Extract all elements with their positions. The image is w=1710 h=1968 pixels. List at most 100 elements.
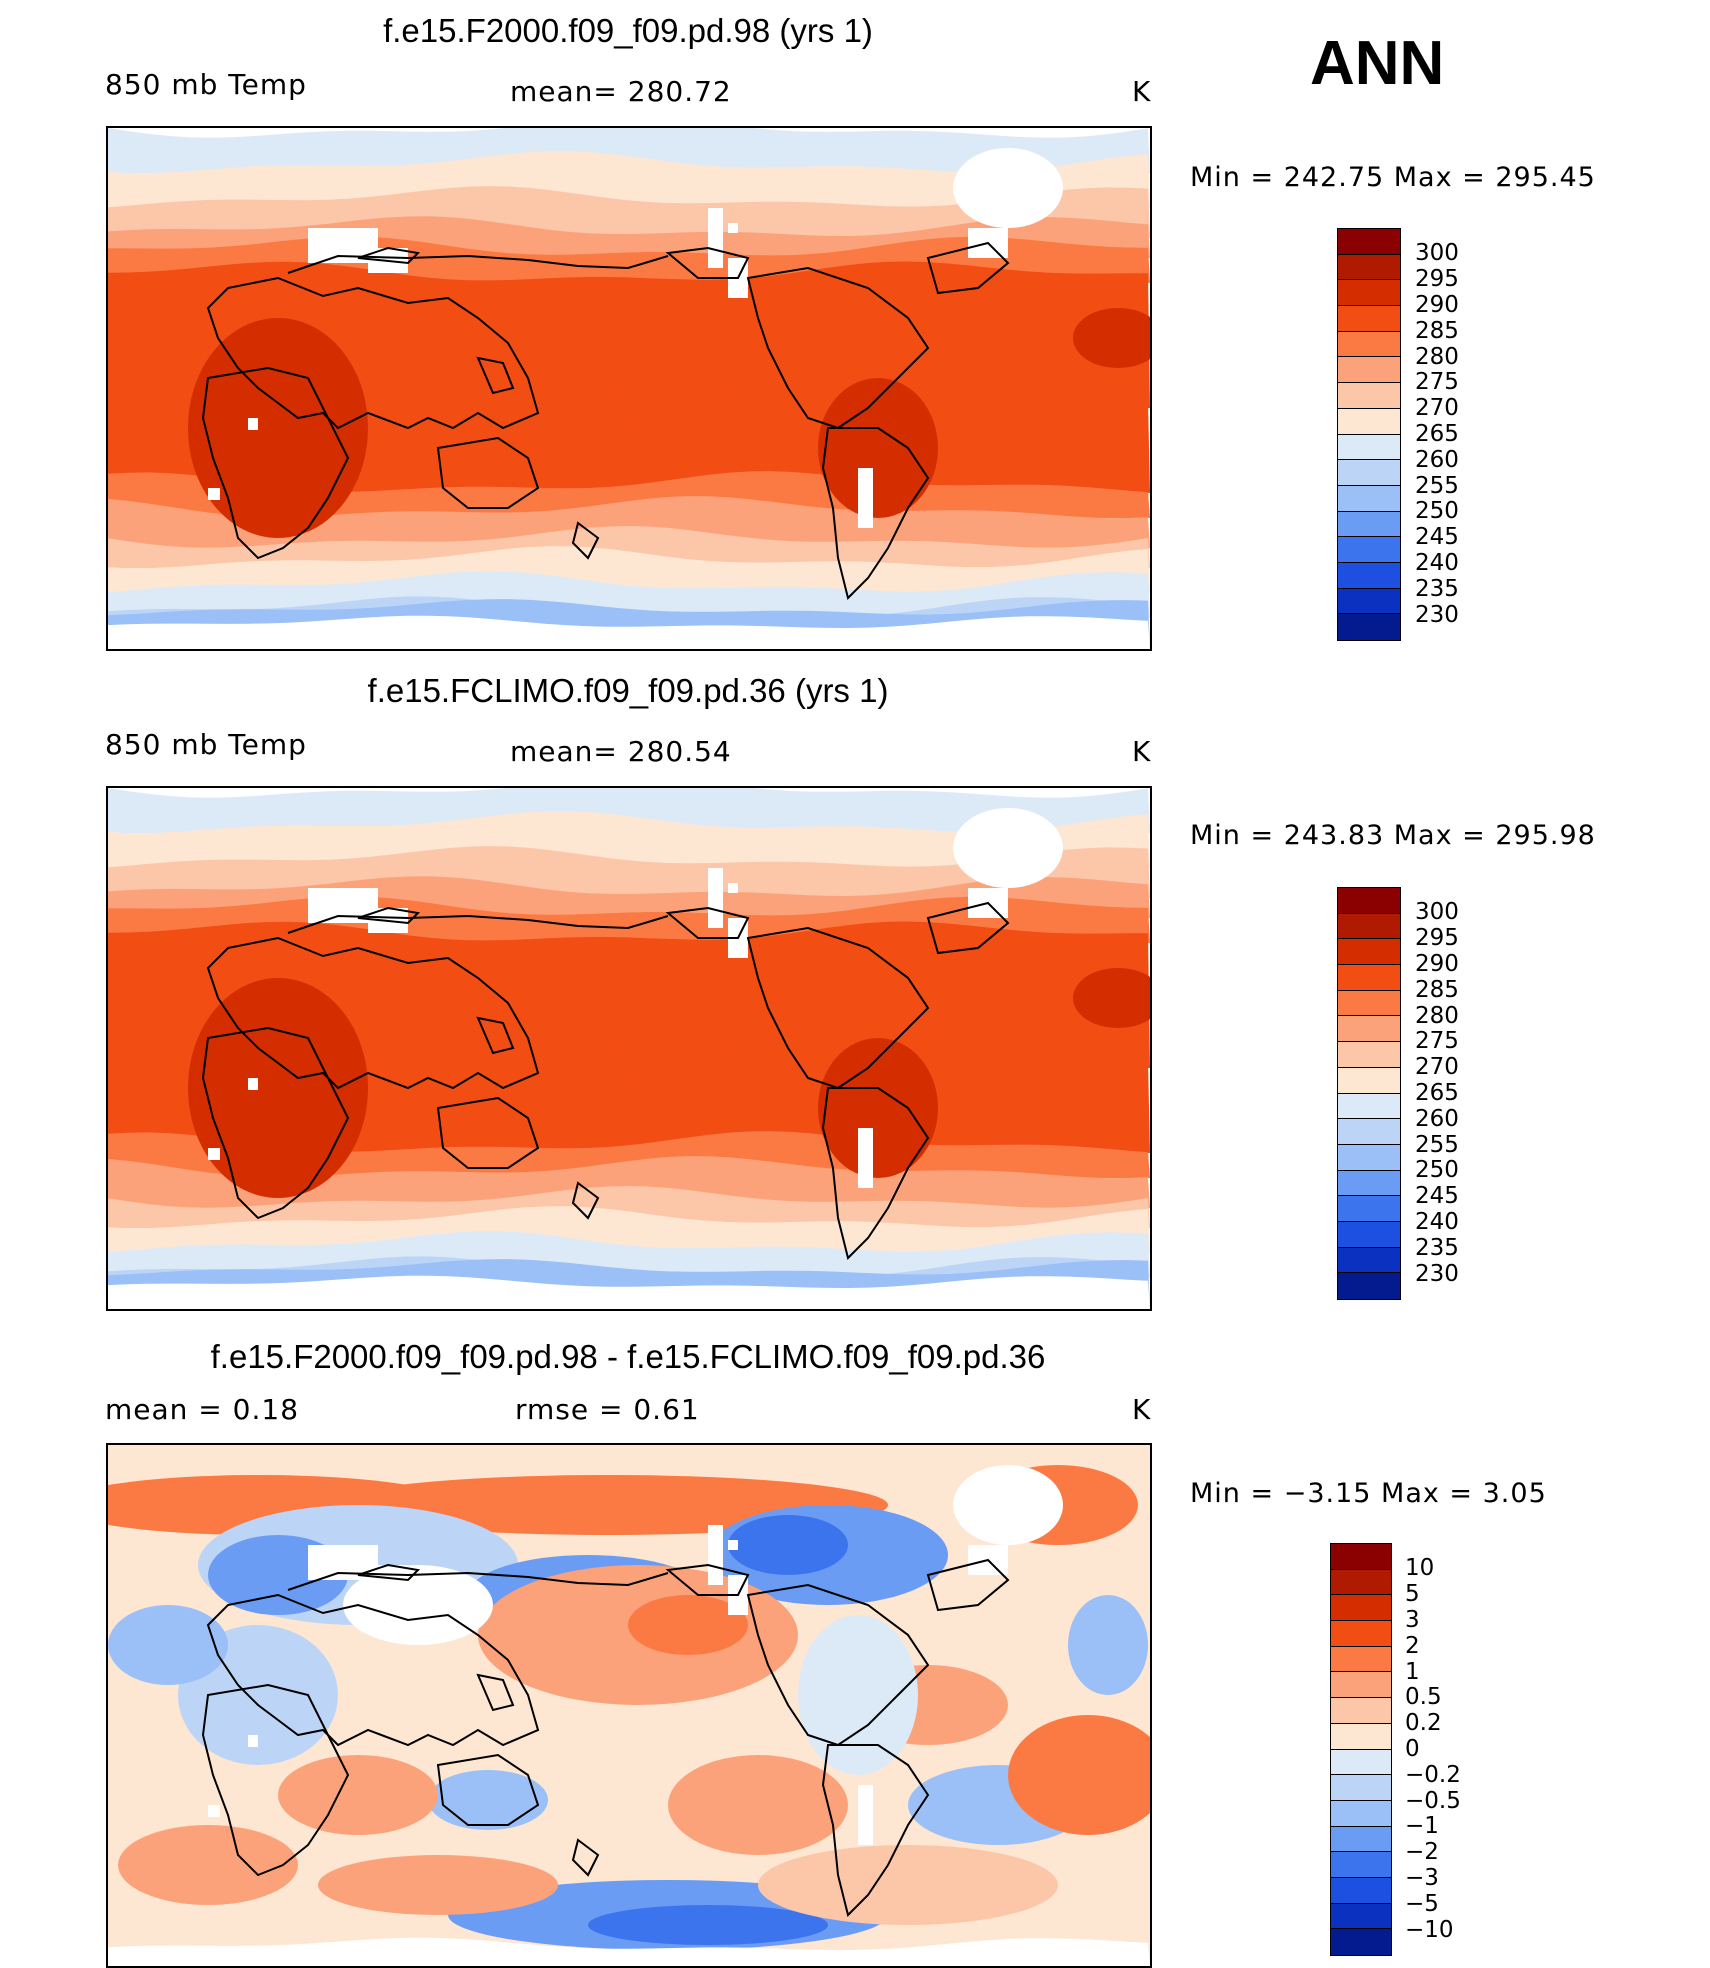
coastline <box>665 246 750 279</box>
coastline <box>436 1753 540 1826</box>
missing-data-region <box>858 1785 873 1845</box>
missing-data-region <box>208 1805 220 1817</box>
colorbar-tick-label: 0.2 <box>1405 1710 1442 1737</box>
difference-contour-blob <box>628 1595 748 1655</box>
colorbar-tick-label: 0.5 <box>1405 1684 1442 1711</box>
colorbar-tick-label: 270 <box>1415 395 1459 422</box>
colorbar-box <box>1338 990 1400 1017</box>
temperature-contour-band <box>108 811 1150 868</box>
colorbar-box <box>1338 939 1400 966</box>
coastline <box>357 906 421 925</box>
temperature-contour-band <box>108 151 1150 208</box>
colorbar-box <box>1338 383 1400 409</box>
colorbar-box <box>1338 1196 1400 1222</box>
temperature-contour-band <box>108 496 1150 548</box>
coastline <box>357 1563 421 1582</box>
colorbar-box <box>1338 1042 1400 1068</box>
missing-data-region <box>858 1128 873 1188</box>
coastline <box>571 1838 600 1877</box>
panel-3-map-canvas <box>108 1445 1150 1966</box>
warm-core <box>1073 308 1150 368</box>
difference-contour-blob <box>428 1770 548 1830</box>
colorbar-tick-label: 265 <box>1415 1080 1459 1106</box>
coastline <box>665 906 750 939</box>
panel-3-mean-label: mean = 0.18 <box>105 1393 300 1426</box>
colorbar-box <box>1338 460 1400 486</box>
colorbar-tick-label: 285 <box>1415 976 1459 1003</box>
colorbar-box <box>1338 1144 1400 1171</box>
panel-3-units-label: K <box>1132 1393 1152 1426</box>
coastline <box>746 1583 930 1747</box>
colorbar-box <box>1338 965 1400 991</box>
colorbar-box <box>1331 1929 1391 1955</box>
coastline <box>821 1087 930 1260</box>
colorbar-tick-label: 285 <box>1415 317 1459 344</box>
coastline <box>746 266 930 430</box>
colorbar-box <box>1331 1698 1391 1724</box>
coastline <box>201 1026 350 1220</box>
colorbar-box <box>1331 1775 1391 1801</box>
colorbar-tick-label: 10 <box>1405 1555 1435 1582</box>
colorbar-box <box>1331 1621 1391 1647</box>
warm-core <box>1073 968 1150 1028</box>
colorbar-box <box>1331 1826 1391 1853</box>
coastline <box>206 1593 540 1747</box>
colorbar-tick-label: 250 <box>1415 1157 1459 1184</box>
colorbar-box <box>1338 434 1400 461</box>
colorbar-box <box>1331 1723 1391 1750</box>
warm-core <box>188 318 368 538</box>
missing-data-region <box>728 883 738 893</box>
temperature-contour-band <box>108 1186 1150 1228</box>
coastlines <box>201 1558 1010 1917</box>
colorbar-box <box>1338 1119 1400 1145</box>
colorbar-tick-label: −3 <box>1405 1865 1439 1892</box>
map-field <box>108 1445 1150 1966</box>
coastline <box>206 276 540 430</box>
coastline <box>287 1571 669 1591</box>
missing-data-region <box>708 208 723 268</box>
missing-data-region <box>708 868 723 928</box>
colorbar-box <box>1338 913 1400 940</box>
colorbar-box <box>1338 1093 1400 1120</box>
panel-3-colorbar <box>1330 1543 1392 1956</box>
difference-contour-blob <box>668 1755 848 1855</box>
colorbar-box <box>1338 562 1400 589</box>
coastline <box>476 1673 515 1712</box>
panel-3-rmse-label: rmse = 0.61 <box>515 1393 700 1426</box>
colorbar-tick-label: 300 <box>1415 240 1459 267</box>
colorbar-box <box>1331 1672 1391 1699</box>
colorbar-tick-label: −10 <box>1405 1916 1454 1943</box>
colorbar-tick-label: 245 <box>1415 1183 1459 1210</box>
colorbar-box <box>1331 1646 1391 1673</box>
difference-contour-blob <box>278 1755 438 1835</box>
colorbar-tick-label: 275 <box>1415 369 1459 396</box>
warm-core <box>518 1043 818 1083</box>
missing-data-region <box>953 1465 1063 1545</box>
colorbar-box <box>1331 1569 1391 1596</box>
colorbar-tick-label: 290 <box>1415 291 1459 318</box>
missing-data-region <box>108 1275 1150 1309</box>
missing-data-region <box>108 1937 1150 1966</box>
missing-data-region <box>708 1525 723 1585</box>
panel-3-map <box>106 1443 1152 1968</box>
panel-1-minmax: Min = 242.75 Max = 295.45 <box>1190 162 1596 193</box>
colorbar-tick-label: 275 <box>1415 1028 1459 1055</box>
missing-data-region <box>248 1735 258 1747</box>
colorbar-box <box>1331 1852 1391 1878</box>
missing-data-region <box>248 1078 258 1090</box>
colorbar-tick-label: 280 <box>1415 1002 1459 1029</box>
temperature-contour-band <box>108 788 1150 833</box>
colorbar-box <box>1338 331 1400 358</box>
difference-contour-blob <box>108 1605 228 1685</box>
temperature-contour-band <box>108 1206 1150 1253</box>
missing-data-region <box>208 1148 220 1160</box>
map-field <box>108 128 1150 649</box>
colorbar-box <box>1338 357 1400 384</box>
panel-1-colorbar-ticks: 300 295 290 285 280 275 270 265 260 255 250 245 240 2… <box>1415 228 1495 641</box>
colorbar-box <box>1338 229 1400 255</box>
colorbar-box <box>1338 1067 1400 1094</box>
coastline <box>665 1563 750 1596</box>
difference-contour-blob <box>758 1845 1058 1925</box>
colorbar-box <box>1338 888 1400 914</box>
colorbar-box <box>1331 1749 1391 1776</box>
